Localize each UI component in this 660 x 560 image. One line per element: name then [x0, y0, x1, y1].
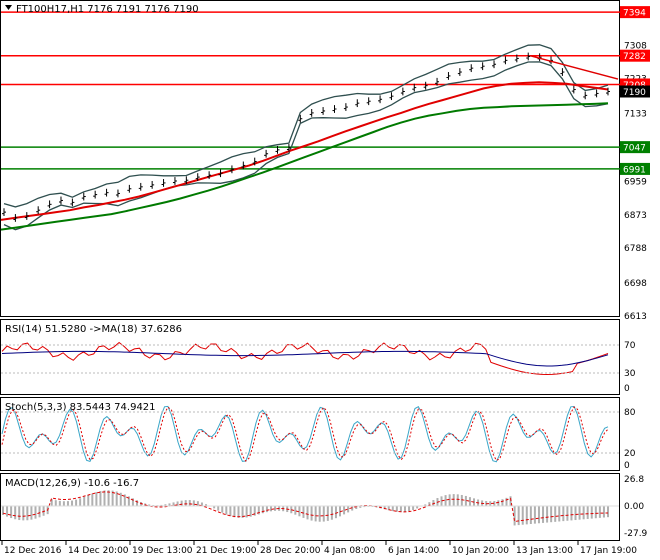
- time-axis-label: 19 Dec 13:00: [132, 546, 193, 556]
- level-price-label: 7394: [623, 9, 646, 19]
- rsi-title: RSI(14) 51.5280 ->MA(18) 37.6286: [5, 324, 182, 335]
- level-price-tag: [620, 49, 650, 62]
- current-price-label: 7190: [623, 88, 646, 98]
- time-axis-label: 6 Jan 14:00: [388, 546, 440, 556]
- rsi-axis-label: 0: [624, 384, 630, 394]
- stoch-signal-line: [1, 406, 609, 462]
- symbol-title: FT100H17,H1 7176 7191 7176 7190: [16, 4, 199, 15]
- time-axis-label: 17 Jan 19:00: [580, 546, 637, 556]
- macd-panel[interactable]: [0, 473, 620, 541]
- price-axis-label: 6788: [624, 244, 647, 254]
- time-axis-label: 10 Jan 20:00: [452, 546, 509, 556]
- time-axis-label: 13 Jan 13:00: [516, 546, 573, 556]
- rsi-axis-label: 70: [624, 341, 636, 351]
- time-axis-label: 4 Jan 08:00: [324, 546, 376, 556]
- time-axis-label: 12 Dec 2016: [4, 546, 62, 556]
- macd-title: MACD(12,26,9) -10.6 -16.7: [5, 478, 139, 489]
- macd-axis-label: 0.00: [624, 502, 644, 512]
- macd-axis-label: -27.9: [624, 529, 648, 539]
- current-price-tag: [620, 85, 650, 98]
- trend-line[interactable]: [529, 54, 619, 80]
- level-price-tag: [620, 141, 650, 154]
- macd-signal-line: [2, 491, 609, 523]
- stoch-axis-label: 20: [624, 449, 636, 459]
- main-panel[interactable]: [0, 0, 620, 317]
- stoch-axis-label: 80: [624, 408, 636, 418]
- time-axis-label: 21 Dec 19:00: [196, 546, 257, 556]
- rsi-ma-line: [1, 350, 609, 367]
- rsi-axis-label: 30: [624, 369, 636, 379]
- stoch-main-line: [1, 405, 609, 463]
- level-price-tag: [620, 6, 650, 19]
- time-axis-label: 14 Dec 20:00: [68, 546, 129, 556]
- macd-axis-label: 26.8: [624, 475, 644, 485]
- level-price-label: 6991: [623, 165, 646, 175]
- stoch-axis-label: 0: [624, 461, 630, 471]
- level-price-tag: [620, 162, 650, 175]
- time-axis-label: 28 Dec 20:00: [260, 546, 321, 556]
- price-axis-label: 6613: [624, 312, 647, 322]
- level-price-label: 7047: [623, 144, 646, 154]
- level-price-label: 7282: [623, 52, 646, 62]
- price-axis-label: 6873: [624, 211, 647, 221]
- price-axis-label: 7133: [624, 110, 647, 120]
- price-axis-label: 6959: [624, 177, 647, 187]
- chevron-down-icon[interactable]: [5, 5, 12, 10]
- moving-average-red: [0, 81, 609, 221]
- rsi-panel[interactable]: [0, 319, 620, 395]
- stoch-title: Stoch(5,3,3) 83.5443 74.9421: [5, 402, 156, 413]
- price-axis-label: 7308: [624, 42, 647, 52]
- bollinger-upper: [3, 44, 609, 208]
- price-axis-label: 6698: [624, 279, 647, 289]
- stoch-panel[interactable]: [0, 397, 620, 471]
- moving-average-green: [0, 102, 609, 231]
